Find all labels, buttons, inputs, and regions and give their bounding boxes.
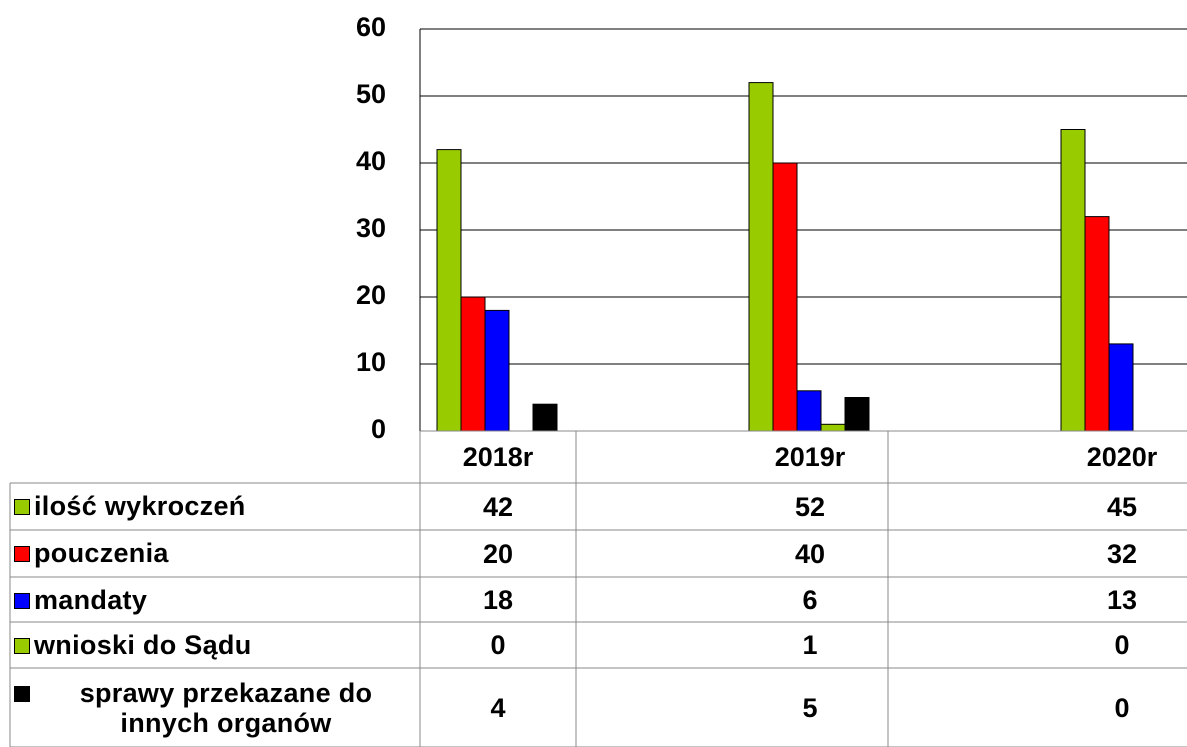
- y-tick-label: 0: [371, 414, 386, 444]
- table-value: 4: [490, 692, 506, 723]
- bar: [532, 403, 558, 432]
- y-tick-label: 30: [356, 213, 386, 243]
- table-value: 0: [1114, 692, 1130, 723]
- table-value: 45: [1106, 491, 1138, 522]
- y-tick-label: 20: [356, 280, 386, 310]
- x-tick-label: 2020r: [1086, 442, 1158, 472]
- table-value: 1: [802, 630, 818, 660]
- legend-swatch: [14, 546, 30, 562]
- y-tick-label: 40: [356, 146, 386, 176]
- legend-label: sprawy przekazane do innych organów: [79, 678, 373, 738]
- bar: [1108, 343, 1134, 432]
- bar: [820, 423, 846, 432]
- table-value: 13: [1106, 584, 1138, 615]
- legend-entry: sprawy przekazane do innych organów: [14, 668, 418, 747]
- legend-swatch: [14, 499, 30, 515]
- bar: [1084, 216, 1110, 432]
- table-value: 32: [1106, 538, 1138, 569]
- bar: [844, 397, 870, 432]
- table-value: 0: [490, 630, 506, 660]
- table-value: 42: [482, 491, 514, 522]
- table-value: 0: [1114, 630, 1130, 660]
- legend-swatch: [14, 686, 30, 702]
- bar: [748, 82, 774, 432]
- table-value: 20: [482, 538, 514, 569]
- bar: [796, 390, 822, 432]
- x-tick-label: 2019r: [774, 442, 846, 472]
- legend-entry: ilość wykroczeń: [14, 483, 418, 530]
- legend-entry: mandaty: [14, 577, 418, 622]
- table-value: 5: [802, 692, 818, 723]
- legend-label: pouczenia: [34, 538, 169, 568]
- legend-swatch: [14, 638, 30, 654]
- table-value: 18: [482, 584, 514, 615]
- legend-label: ilość wykroczeń: [34, 491, 246, 521]
- bar: [460, 296, 486, 432]
- bar: [772, 162, 798, 432]
- y-tick-label: 10: [356, 347, 386, 377]
- legend-label: wnioski do Sądu: [34, 630, 252, 660]
- y-tick-label: 60: [356, 12, 386, 42]
- bar: [484, 309, 510, 432]
- bar: [1060, 129, 1086, 432]
- y-tick-label: 50: [356, 79, 386, 109]
- x-tick-label: 2018r: [462, 442, 534, 472]
- table-value: 40: [794, 538, 826, 569]
- legend-entry: wnioski do Sądu: [14, 622, 418, 668]
- legend-entry: pouczenia: [14, 530, 418, 577]
- table-value: 6: [802, 584, 818, 615]
- table-value: 52: [794, 491, 826, 522]
- legend-swatch: [14, 593, 30, 609]
- legend-label: mandaty: [34, 585, 148, 615]
- bar: [436, 149, 462, 432]
